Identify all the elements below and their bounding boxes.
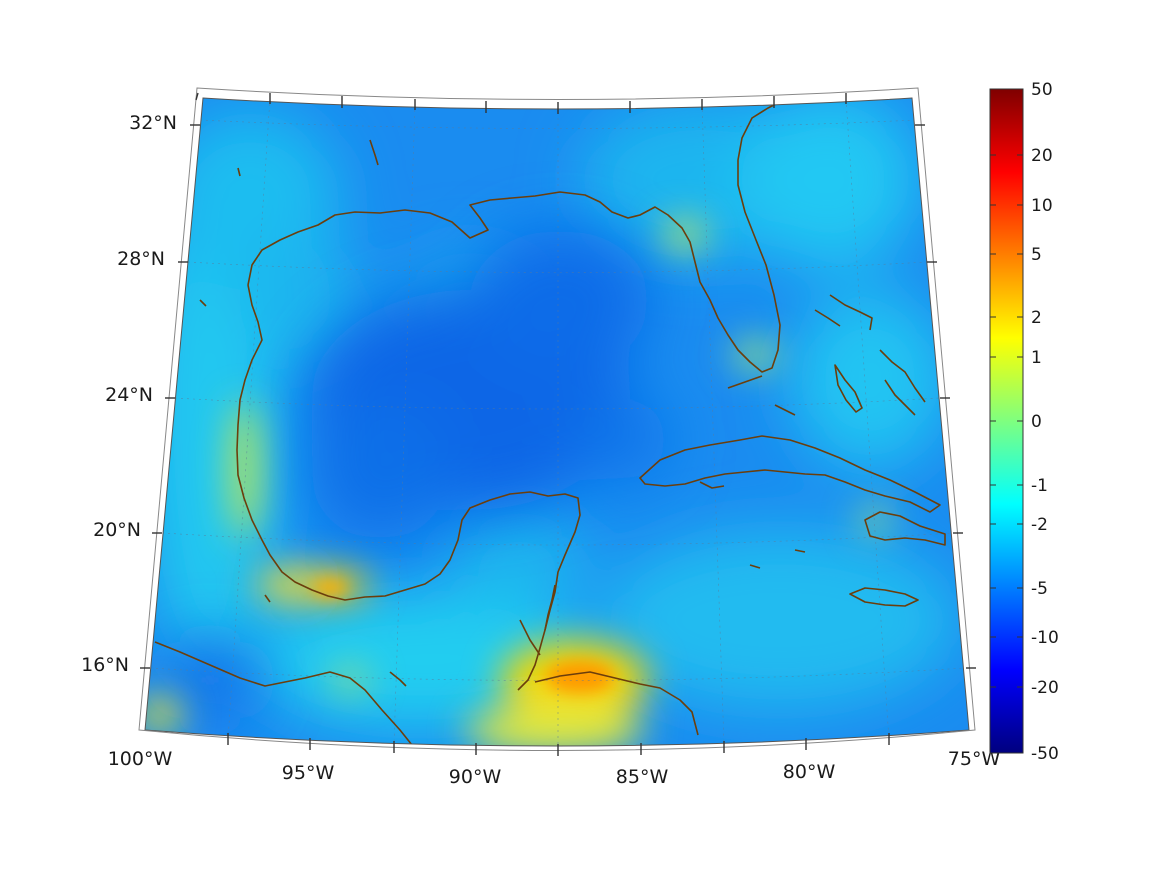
lon-label-85w: 85°W xyxy=(616,766,669,788)
tick-marks xyxy=(140,92,976,756)
colorbar-label: -5 xyxy=(1031,579,1048,599)
colorbar-label: 2 xyxy=(1031,308,1042,328)
map-field xyxy=(145,98,969,746)
pacific-coast xyxy=(154,641,413,746)
map-frame xyxy=(138,87,976,751)
colorbar-label: 5 xyxy=(1031,245,1042,265)
colorbar-label: 0 xyxy=(1031,412,1042,432)
us-gulf-coast xyxy=(247,101,781,373)
lon-label-95w: 95°W xyxy=(282,762,335,784)
colorbar-label: -2 xyxy=(1031,515,1048,535)
lat-label-16n: 16°N xyxy=(81,654,129,676)
lat-label-20n: 20°N xyxy=(93,519,141,541)
colorbar-label: 50 xyxy=(1031,80,1053,100)
lon-labels: 100°W 95°W 90°W 85°W 80°W 75°W xyxy=(108,748,1001,788)
lat-label-24n: 24°N xyxy=(105,384,153,406)
colorbar-ticks xyxy=(990,88,1023,754)
lon-label-100w: 100°W xyxy=(108,748,173,770)
lat-label-32n: 32°N xyxy=(129,112,177,134)
colorbar-label: 10 xyxy=(1031,196,1053,216)
colorbar-label: -20 xyxy=(1031,678,1059,698)
colorbar-label: 1 xyxy=(1031,348,1042,368)
jamaica-coast xyxy=(849,587,919,607)
mexico-gulf-coast xyxy=(236,284,581,691)
coastlines xyxy=(154,101,946,746)
hispaniola-coast xyxy=(864,511,946,546)
graticule xyxy=(149,98,967,746)
colorbar-label: -1 xyxy=(1031,476,1048,496)
lat-label-28n: 28°N xyxy=(117,248,165,270)
colorbar-label: -50 xyxy=(1031,744,1059,764)
lon-label-80w: 80°W xyxy=(783,761,836,783)
lon-label-90w: 90°W xyxy=(449,766,502,788)
lat-labels: 32°N 28°N 24°N 20°N 16°N xyxy=(81,112,177,676)
lon-label-75w: 75°W xyxy=(948,748,1001,770)
colorbar-label: -10 xyxy=(1031,628,1059,648)
colorbar-label: 20 xyxy=(1031,146,1053,166)
cuba-coast xyxy=(639,435,941,513)
